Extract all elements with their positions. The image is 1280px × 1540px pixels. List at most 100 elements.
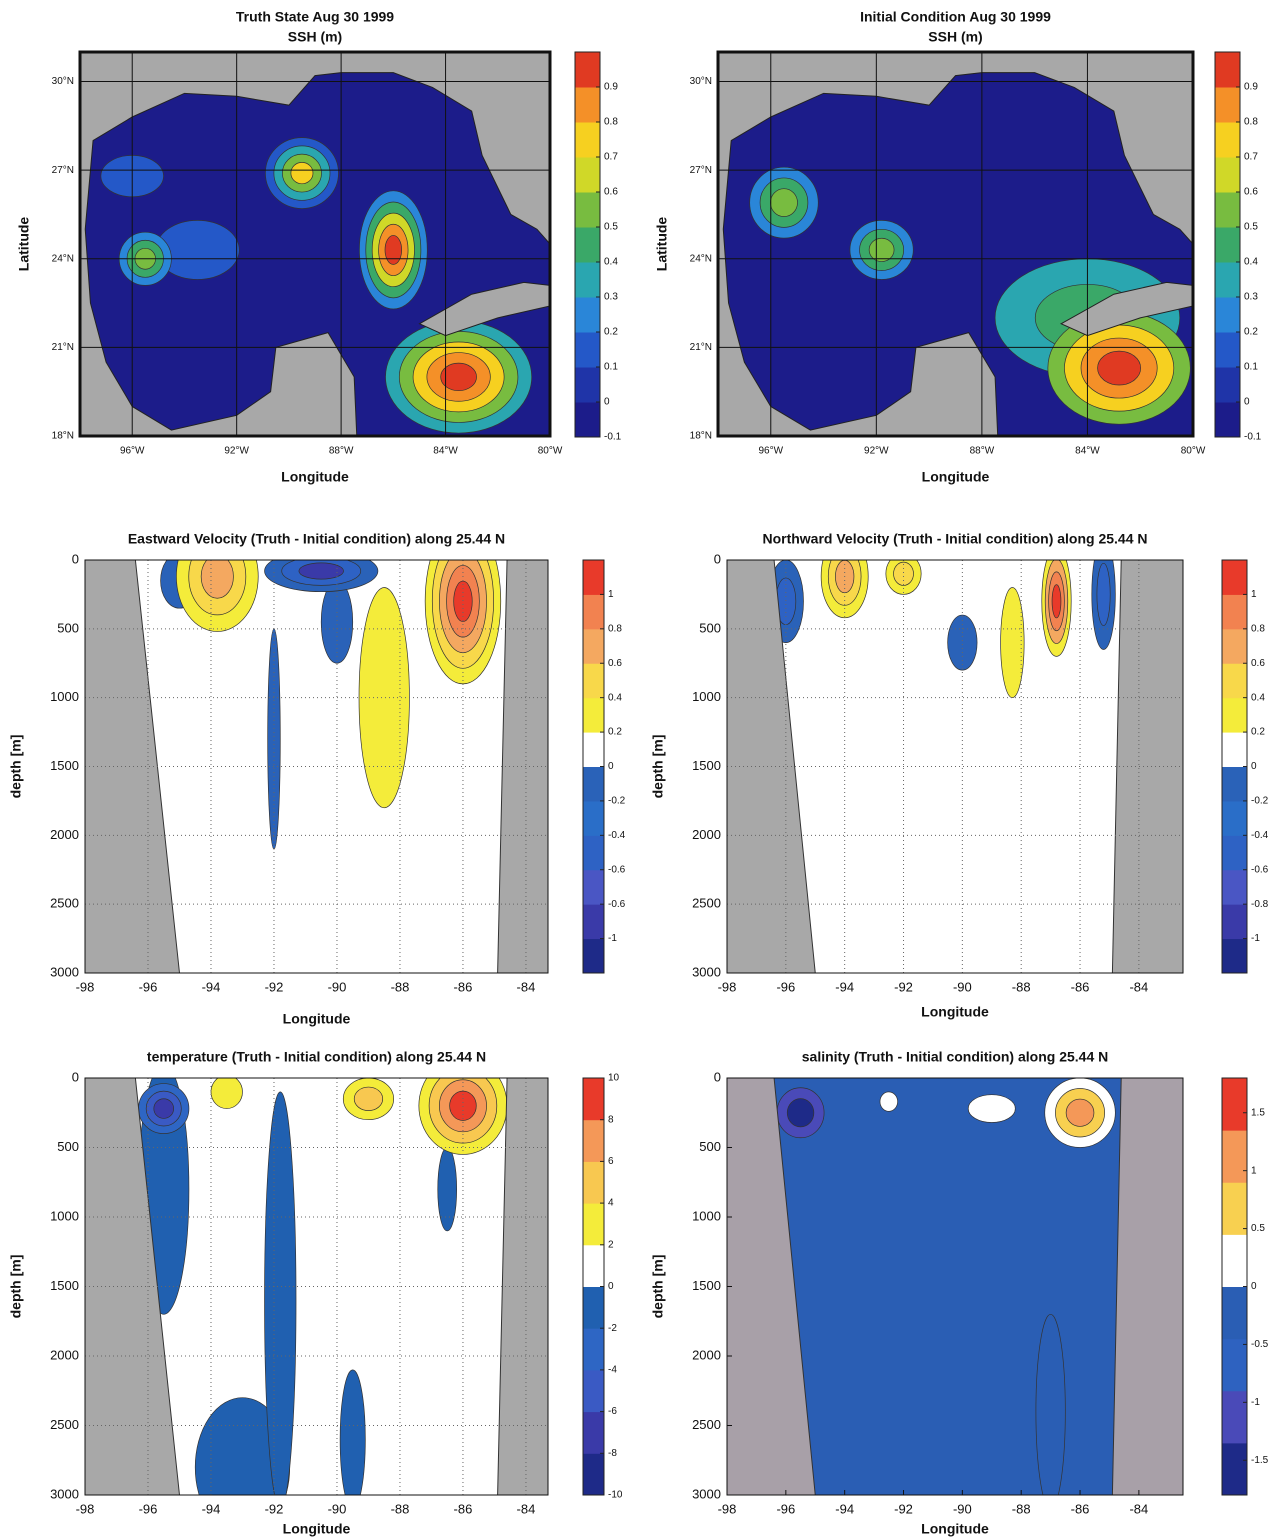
contour-region [210, 1078, 243, 1109]
contour-region [453, 580, 473, 622]
y-axis-label: Latitude [654, 217, 670, 272]
colorbar-bin [583, 1203, 604, 1246]
colorbar-bin [1215, 402, 1240, 438]
colorbar-tick-label: 0 [604, 397, 610, 408]
colorbar-bin [1222, 697, 1247, 733]
contour-region [200, 560, 234, 599]
colorbar-bin [1222, 594, 1247, 630]
x-tick-label: 96°W [120, 446, 145, 457]
colorbar-tick-label: -0.6 [608, 899, 626, 910]
y-tick-label: 24°N [52, 253, 74, 264]
bathymetry [85, 560, 180, 973]
colorbar-frame [1214, 51, 1241, 438]
colorbar-tick-label: 0 [608, 761, 614, 772]
colorbar-bin [575, 122, 600, 158]
colorbar-tick-label: 6 [608, 1156, 614, 1167]
x-tick-label: -98 [718, 979, 737, 994]
bathymetry [497, 1078, 548, 1495]
chart-title: salinity (Truth - Initial condition) alo… [802, 1049, 1108, 1065]
colorbar-bin [1222, 1442, 1247, 1496]
colorbar-tick-label: 8 [608, 1114, 614, 1125]
colorbar-bin [1215, 157, 1240, 193]
y-tick-label: 21°N [52, 342, 74, 353]
colorbar-bin [1222, 938, 1247, 974]
y-tick-label: 0 [714, 551, 721, 566]
contour-region [1000, 587, 1025, 699]
colorbar-tick-label: 0.7 [604, 152, 618, 163]
contour-region [868, 237, 895, 262]
x-tick-label: -90 [328, 1501, 347, 1516]
x-tick-label: -84 [1129, 1501, 1148, 1516]
colorbar-tick-label: -0.1 [604, 432, 622, 443]
colorbar-tick-label: 0.2 [604, 327, 618, 338]
colorbar-bin [1222, 1130, 1247, 1183]
colorbar-bin [583, 560, 604, 595]
colorbar-bin [1222, 1286, 1247, 1340]
colorbar-tick-label: 1.5 [1251, 1107, 1265, 1118]
colorbar-tick-label: 0.9 [604, 82, 618, 93]
x-tick-label: -90 [328, 979, 347, 994]
colorbar-tick-label: -0.2 [608, 796, 626, 807]
colorbar-bin [1222, 800, 1247, 836]
x-axis-label: Longitude [283, 1521, 351, 1537]
x-tick-label: -96 [139, 1501, 158, 1516]
contour-region [153, 1098, 175, 1119]
x-tick-label: 92°W [224, 446, 249, 457]
colorbar-bin [1222, 560, 1247, 595]
colorbar-bin [1222, 628, 1247, 664]
x-tick-label: -86 [454, 1501, 473, 1516]
colorbar-tick-label: 0 [1251, 1281, 1257, 1292]
contour-region [967, 1094, 1016, 1123]
x-tick-label: -96 [776, 1501, 795, 1516]
y-tick-label: 500 [57, 620, 79, 635]
x-tick-label: 84°W [1075, 446, 1100, 457]
colorbar-bin [1215, 87, 1240, 123]
y-tick-label: 30°N [52, 76, 74, 87]
colorbar-tick-label: 0 [1251, 761, 1257, 772]
y-tick-label: 0 [72, 1069, 79, 1084]
colorbar-tick-label: 0.4 [608, 692, 622, 703]
y-tick-label: 27°N [690, 165, 712, 176]
colorbar-bin [1222, 1078, 1247, 1131]
y-tick-label: 3000 [50, 1486, 79, 1501]
x-tick-label: -88 [1012, 1501, 1031, 1516]
colorbar-tick-label: -0.2 [1251, 796, 1269, 807]
y-tick-label: 1000 [50, 1208, 79, 1223]
bathymetry [1111, 1078, 1183, 1495]
colorbar-bin [583, 1119, 604, 1162]
contour-region [1097, 350, 1142, 386]
colorbar-bin [1222, 904, 1247, 940]
y-tick-label: 3000 [50, 964, 79, 979]
chart-title: Initial Condition Aug 30 1999 [860, 9, 1051, 25]
x-tick-label: -96 [139, 979, 158, 994]
colorbar-tick-label: 0.5 [604, 222, 618, 233]
x-tick-label: -94 [202, 1501, 221, 1516]
x-tick-label: -84 [517, 1501, 536, 1516]
colorbar-tick-label: 0.6 [1244, 187, 1258, 198]
y-tick-label: 2500 [692, 896, 721, 911]
x-tick-label: -86 [454, 979, 473, 994]
y-axis-label: depth [m] [650, 1255, 666, 1319]
x-tick-label: -88 [1012, 979, 1031, 994]
x-tick-label: -90 [953, 979, 972, 994]
colorbar-bin [583, 663, 604, 699]
plot-frame [84, 1077, 549, 1496]
colorbar-bin [575, 332, 600, 368]
colorbar-bin [1215, 52, 1240, 88]
colorbar-tick-label: 0.5 [1251, 1223, 1265, 1234]
colorbar-tick-label: -0.6 [1251, 864, 1269, 875]
plot-frame [716, 50, 1195, 438]
colorbar-tick-label: -0.4 [1251, 830, 1269, 841]
contour-region [1035, 1313, 1066, 1495]
colorbar-tick-label: 0.3 [604, 292, 618, 303]
contour-region [440, 362, 477, 392]
contour-region [339, 1369, 366, 1495]
contour-region [320, 580, 354, 664]
colorbar-tick-label: 0 [1244, 397, 1250, 408]
y-axis-label: depth [m] [650, 735, 666, 799]
y-tick-label: 1000 [692, 689, 721, 704]
y-tick-label: 3000 [692, 964, 721, 979]
colorbar-bin [575, 227, 600, 263]
colorbar-bin [1215, 192, 1240, 228]
